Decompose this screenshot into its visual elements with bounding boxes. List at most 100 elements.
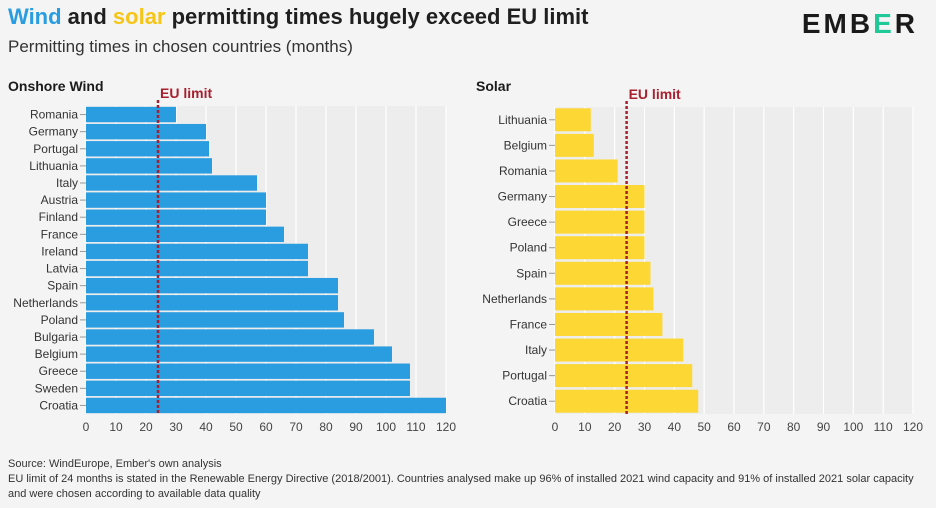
solar-eu-limit-label: EU limit [629,86,681,102]
solar-panel-title: Solar [476,78,512,94]
solar-category-label: Italy [525,343,547,357]
wind-category-label: Italy [56,176,78,190]
ember-logo: EMBER [802,8,918,40]
wind-x-tick-label: 10 [109,420,123,434]
solar-bar [555,364,693,388]
wind-bar [86,380,410,397]
solar-category-label: Netherlands [482,292,547,306]
wind-bar [86,312,344,328]
wind-x-tick-label: 90 [349,420,363,434]
wind-x-tick-label: 100 [376,420,396,434]
wind-bar [86,106,176,123]
wind-x-tick-label: 0 [83,420,90,434]
wind-category-label: Germany [29,125,78,139]
chart-subtitle: Permitting times in chosen countries (mo… [8,37,353,56]
brand-part1: EMB [801,8,874,39]
wind-category-label: Portugal [33,142,78,156]
wind-category-label: France [41,227,79,241]
wind-x-tick-label: 30 [169,420,183,434]
solar-category-label: Belgium [504,138,547,152]
footer-note: EU limit of 24 months is stated in the R… [8,473,914,500]
title-rest: permitting times hugely exceed EU limit [165,4,589,29]
solar-x-tick-label: 40 [668,420,682,434]
wind-bar [86,209,266,225]
wind-category-label: Ireland [41,244,78,258]
wind-bar [86,397,446,414]
wind-bar [86,158,212,174]
wind-bar [86,363,410,379]
footer-source: Source: WindEurope, Ember's own analysis [8,458,222,470]
solar-x-tick-label: 120 [903,420,923,434]
solar-x-tick-label: 60 [727,420,741,434]
wind-x-tick-label: 110 [406,420,425,434]
solar-x-tick-label: 70 [757,420,771,434]
solar-category-label: Greece [508,215,548,229]
wind-bar [86,260,308,277]
footer: Source: WindEurope, Ember's own analysis… [8,457,928,502]
title-wind-word: Wind [8,4,62,29]
solar-category-label: Lithuania [498,113,547,127]
wind-x-tick-label: 80 [319,420,333,434]
wind-category-label: Austria [41,193,79,207]
wind-category-label: Latvia [46,262,78,276]
wind-bar [86,346,392,362]
wind-category-label: Poland [41,313,78,327]
wind-x-tick-label: 120 [436,420,456,434]
wind-x-tick-label: 50 [229,420,243,434]
solar-x-tick-label: 110 [874,420,893,434]
wind-category-label: Netherlands [13,296,78,310]
solar-category-label: Croatia [508,394,547,408]
solar-category-label: Germany [498,190,547,204]
solar-bar [555,338,684,362]
wind-category-label: Greece [39,364,79,378]
solar-chart: 0 10 20 30 40 50 60 70 80 90 100 110 120 Lithuania Bel… [482,86,923,434]
wind-x-tick-label: 60 [259,420,273,434]
wind-x-tick-label: 40 [199,420,213,434]
wind-x-tick-label: 20 [139,420,153,434]
solar-x-tick-label: 80 [787,420,801,434]
solar-category-label: Spain [516,266,547,280]
wind-eu-limit-label: EU limit [160,85,212,101]
solar-x-tick-label: 0 [552,420,559,434]
solar-x-tick-label: 20 [608,420,622,434]
wind-bar [86,226,284,243]
solar-category-label: Poland [510,241,547,255]
solar-x-tick-label: 10 [578,420,592,434]
wind-bar [86,295,338,311]
solar-category-label: France [510,317,548,331]
solar-x-tick-label: 50 [697,420,711,434]
chart-title: Wind and solar permitting times hugely e… [8,4,589,30]
wind-category-label: Bulgaria [34,330,78,344]
wind-chart: 0 10 20 30 40 50 60 70 80 90 100 110 120 Romania Germa… [13,85,456,434]
title-and: and [61,4,113,29]
solar-category-label: Portugal [502,369,547,383]
solar-bar [555,108,591,132]
solar-category-label: Romania [499,164,547,178]
solar-x-tick-label: 100 [843,420,863,434]
wind-category-label: Romania [30,108,78,122]
wind-bar [86,277,338,294]
brand-part2: E [873,8,895,39]
wind-bar [86,123,206,140]
wind-category-label: Lithuania [29,159,78,173]
solar-bar [555,210,645,234]
solar-bar [555,312,663,336]
solar-x-tick-label: 30 [638,420,652,434]
solar-bar [555,287,654,311]
solar-bar [555,159,618,183]
solar-x-tick-label: 90 [817,420,831,434]
wind-x-tick-label: 70 [289,420,303,434]
wind-bar [86,192,266,208]
wind-category-label: Spain [47,279,78,293]
solar-bar [555,185,645,209]
wind-category-label: Belgium [35,347,78,361]
wind-bar [86,243,308,260]
brand-part3: R [894,8,918,39]
wind-bar [86,141,209,157]
wind-category-label: Croatia [39,398,78,412]
solar-bar [555,261,651,285]
wind-bar [86,175,257,191]
wind-bar [86,329,374,345]
wind-category-label: Finland [39,210,78,224]
